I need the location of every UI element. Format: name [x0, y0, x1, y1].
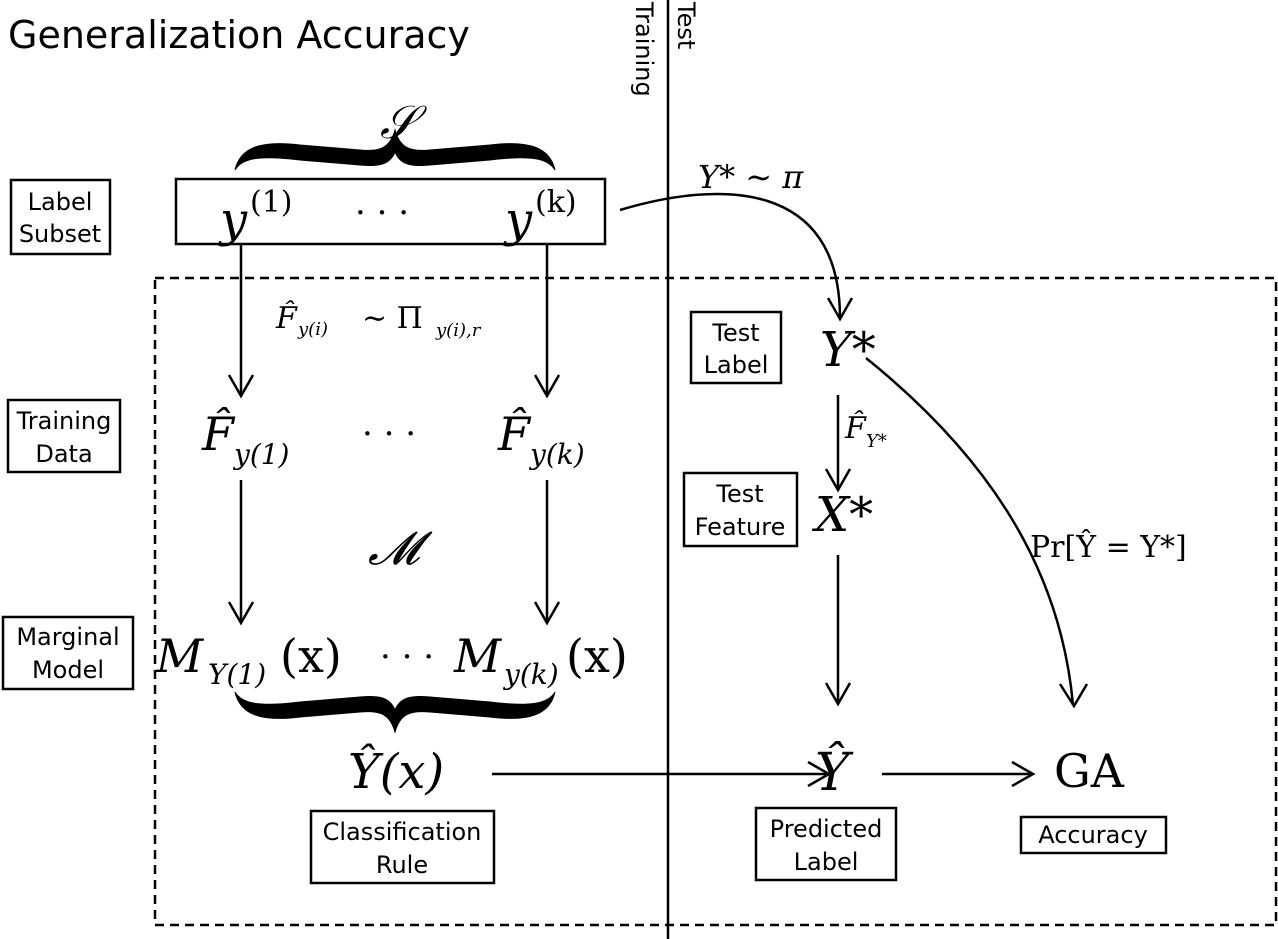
X-star: X*: [811, 487, 873, 543]
label-subset-line2: Subset: [19, 220, 101, 248]
diagram-title: Generalization Accuracy: [8, 13, 470, 57]
Y-hat-x: Ŷ(x): [348, 742, 444, 800]
F-hat-y1: F̂ y(1): [201, 407, 289, 471]
arrow-F1-to-M1: [227, 480, 255, 626]
F-hat-yk: F̂ y(k): [497, 407, 585, 471]
predicted-label-line2: Label: [794, 848, 859, 876]
svg-text:F̂: F̂: [201, 407, 236, 461]
training-label: Training: [630, 1, 658, 97]
svg-text:y(k): y(k): [528, 438, 585, 471]
s-symbol: 𝒮: [380, 95, 427, 149]
subset-dots: · · ·: [355, 193, 409, 233]
label-subset-tag: Label Subset: [9, 178, 112, 256]
sampling-formula: F̂ y(i) ∼ Π y(i),r: [275, 301, 482, 341]
training-data-line1: Training: [16, 407, 112, 435]
svg-text:y(i): y(i): [297, 319, 328, 340]
marginal-model-line2: Model: [32, 656, 104, 684]
test-label-tag: Test Label: [689, 310, 783, 385]
marginal-model-tag: Marginal Model: [1, 615, 135, 691]
test-label-line1: Test: [711, 319, 759, 347]
arrow-y1-to-F1: [227, 244, 255, 399]
test-feature-line1: Test: [715, 480, 763, 508]
arrow-Ystar-to-Xstar: [824, 395, 852, 493]
test-label: Test: [672, 1, 700, 49]
test-label-line2: Label: [704, 351, 769, 379]
Y-star: Y*: [820, 322, 876, 378]
test-feature-tag: Test Feature: [682, 471, 799, 548]
yk-label: y: [503, 192, 533, 248]
predicted-label-tag: Predicted Label: [754, 806, 898, 882]
svg-text:Y*: Y*: [866, 431, 887, 452]
accuracy-text: Accuracy: [1038, 821, 1148, 849]
svg-text:y(k): y(k): [502, 658, 559, 691]
svg-text:Y(1): Y(1): [208, 658, 266, 691]
arrow-Xstar-to-Yhat: [824, 555, 852, 707]
svg-text:F̂: F̂: [844, 411, 867, 446]
classification-rule-tag: Classification Rule: [309, 809, 496, 885]
y1-label: y: [218, 192, 248, 248]
marginal-dots: · · ·: [380, 637, 434, 677]
svg-text:F̂: F̂: [275, 301, 298, 336]
test-feature-line2: Feature: [695, 513, 786, 541]
label-subset-box: [174, 177, 607, 246]
F-hat-Ystar: F̂ Y*: [844, 411, 887, 452]
marginal-model-line1: Marginal: [16, 623, 119, 651]
probability-label: Pr[Ŷ = Y*]: [1030, 529, 1187, 565]
svg-text:M: M: [453, 629, 503, 683]
svg-text:(x): (x): [566, 629, 628, 683]
predicted-label-line1: Predicted: [770, 815, 883, 843]
classification-rule-line2: Rule: [376, 851, 428, 879]
arrow-yk-to-Fk: [533, 244, 561, 399]
arrow-Ystar-to-GA: [865, 357, 1089, 709]
yk-superscript: (k): [535, 185, 577, 220]
arrow-Fk-to-Mk: [533, 480, 561, 626]
GA-label: GA: [1054, 744, 1125, 798]
svg-text:(x): (x): [280, 629, 342, 683]
training-dots: · · ·: [362, 414, 416, 454]
arrow-subset-to-test-label: [619, 192, 854, 322]
model-region: [153, 276, 1278, 927]
label-subset-line1: Label: [28, 188, 93, 216]
y1-superscript: (1): [250, 185, 293, 220]
training-data-tag: Training Data: [6, 398, 122, 474]
subset-brace: [234, 128, 556, 171]
classification-rule-line1: Classification: [323, 818, 482, 846]
Y-star-sim-pi: Y* ∼ π: [698, 158, 804, 196]
svg-text:M: M: [155, 629, 205, 683]
arrow-Yhat-to-GA: [882, 760, 1036, 788]
svg-text:∼ Π: ∼ Π: [362, 301, 423, 336]
model-brace: [234, 691, 556, 734]
accuracy-tag: Accuracy: [1019, 815, 1168, 855]
svg-text:y(1): y(1): [232, 438, 289, 471]
arrow-rule-to-prediction: [492, 760, 832, 788]
Y-hat: Ŷ: [815, 741, 854, 803]
m-symbol: 𝓜: [368, 521, 433, 575]
M-Y1-x: M Y(1) (x): [155, 629, 342, 691]
M-yk-x: M y(k) (x): [453, 629, 628, 691]
svg-text:F̂: F̂: [497, 407, 532, 461]
svg-text:y(i),r: y(i),r: [435, 320, 482, 341]
training-data-line2: Data: [35, 440, 92, 468]
